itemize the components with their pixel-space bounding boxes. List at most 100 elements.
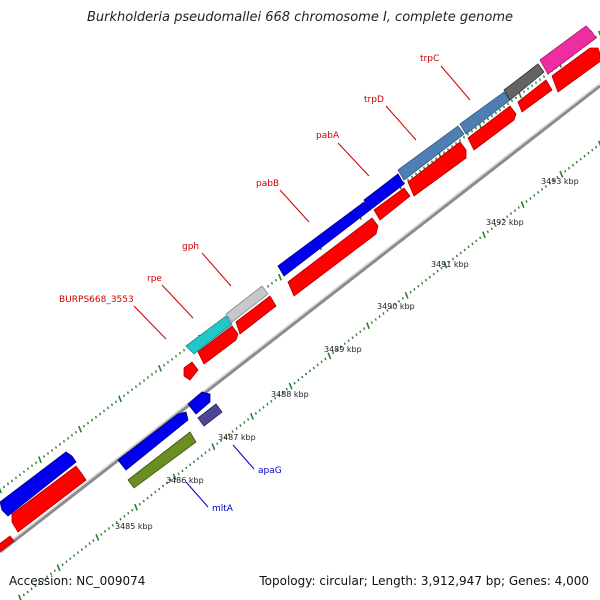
minor-tick	[556, 175, 559, 179]
colored-gene-row	[0, 25, 597, 517]
gene-label[interactable]: trpD	[364, 95, 384, 105]
minor-tick	[90, 418, 94, 422]
label-leader-line	[279, 189, 310, 223]
minor-tick	[434, 157, 438, 160]
gene-gph[interactable]	[225, 285, 269, 323]
gene-red[interactable]	[183, 361, 199, 381]
inner-tick-track	[18, 140, 600, 600]
minor-tick	[270, 281, 274, 285]
minor-tick	[490, 114, 494, 118]
minor-tick	[583, 154, 586, 158]
red-gene-row	[0, 47, 600, 553]
gene-red[interactable]	[235, 295, 277, 335]
minor-tick	[494, 111, 498, 115]
minor-tick	[102, 409, 106, 413]
minor-tick	[107, 527, 111, 530]
minor-tick	[591, 148, 594, 152]
major-tick	[520, 201, 525, 208]
minor-tick	[131, 508, 134, 512]
minor-tick	[316, 363, 319, 367]
minor-tick	[320, 360, 323, 364]
gene-red[interactable]	[373, 187, 411, 221]
minor-tick	[301, 375, 304, 379]
major-tick	[482, 231, 486, 239]
gene-pabb-2[interactable]	[363, 173, 405, 211]
label-leader-line	[161, 284, 194, 319]
minor-tick	[448, 260, 451, 264]
gene-red[interactable]	[197, 325, 239, 365]
gene-red[interactable]	[11, 465, 87, 533]
minor-tick	[498, 221, 501, 225]
minor-tick	[154, 490, 157, 494]
gene-label[interactable]: BURPS668_3553	[59, 295, 134, 305]
major-tick	[278, 273, 282, 281]
gene-blue-small[interactable]	[187, 391, 211, 415]
ruler-label: 3492 kbp	[486, 218, 524, 227]
gene-red[interactable]	[551, 47, 600, 93]
major-tick	[598, 30, 600, 37]
minor-tick	[422, 166, 426, 170]
minor-tick	[510, 99, 514, 103]
minor-tick	[351, 336, 354, 340]
minor-tick	[22, 593, 25, 597]
minor-tick	[579, 157, 582, 161]
gene-red[interactable]	[517, 79, 553, 113]
gene-blue-left[interactable]	[0, 451, 77, 517]
major-tick	[250, 413, 254, 420]
gene-red[interactable]	[287, 217, 379, 297]
major-tick	[559, 170, 564, 178]
backbone-line	[0, 84, 600, 554]
gene-trpc[interactable]	[539, 25, 597, 75]
gene-label[interactable]: trpC	[420, 54, 439, 64]
gene-labels: trpC trpD pabA pabB gph rpe BURPS668_3553 apaG m…	[59, 54, 471, 514]
minor-tick	[2, 485, 6, 489]
minor-tick	[486, 230, 489, 234]
gene-red[interactable]	[467, 105, 517, 151]
gene-red[interactable]	[0, 535, 15, 553]
minor-tick	[219, 439, 223, 442]
label-leader-line	[337, 142, 370, 177]
minor-tick	[587, 151, 590, 155]
minor-tick	[146, 496, 149, 500]
major-tick	[404, 291, 409, 299]
minor-tick	[74, 430, 78, 434]
minor-tick	[42, 455, 46, 458]
minor-tick	[347, 339, 350, 343]
gene-blue-mid[interactable]	[117, 411, 189, 471]
minor-tick	[126, 391, 130, 395]
minor-tick	[84, 545, 87, 548]
gene-label[interactable]: rpe	[147, 274, 162, 284]
gene-red[interactable]	[407, 141, 467, 197]
gene-label[interactable]: gph	[182, 242, 199, 252]
minor-tick	[525, 200, 528, 203]
minor-tick	[80, 548, 83, 551]
gene-mlta[interactable]	[127, 431, 197, 489]
minor-tick	[414, 172, 418, 176]
lower-gene-group	[117, 391, 223, 489]
minor-tick	[239, 424, 242, 427]
gene-label[interactable]: apaG	[258, 466, 282, 476]
gene-apag[interactable]	[197, 403, 223, 427]
minor-tick	[502, 105, 506, 109]
gene-label[interactable]: pabA	[316, 131, 340, 141]
backbone-highlight	[0, 82, 600, 550]
gene-paba[interactable]	[397, 125, 465, 181]
minor-tick	[462, 136, 466, 139]
minor-tick	[38, 581, 41, 585]
minor-tick	[466, 132, 470, 136]
minor-tick	[548, 182, 551, 185]
minor-tick	[386, 309, 389, 312]
gene-label[interactable]: pabB	[256, 179, 279, 189]
gene-burps668-3553[interactable]	[185, 315, 233, 355]
minor-tick	[94, 415, 98, 419]
minor-tick	[103, 530, 107, 533]
minor-tick	[14, 476, 18, 480]
minor-tick	[440, 266, 443, 270]
minor-tick	[538, 78, 542, 81]
minor-tick	[119, 517, 122, 521]
minor-tick	[178, 351, 182, 355]
gene-gray-dark[interactable]	[503, 63, 545, 101]
minor-tick	[254, 412, 257, 415]
gene-label[interactable]: mltA	[212, 504, 234, 514]
